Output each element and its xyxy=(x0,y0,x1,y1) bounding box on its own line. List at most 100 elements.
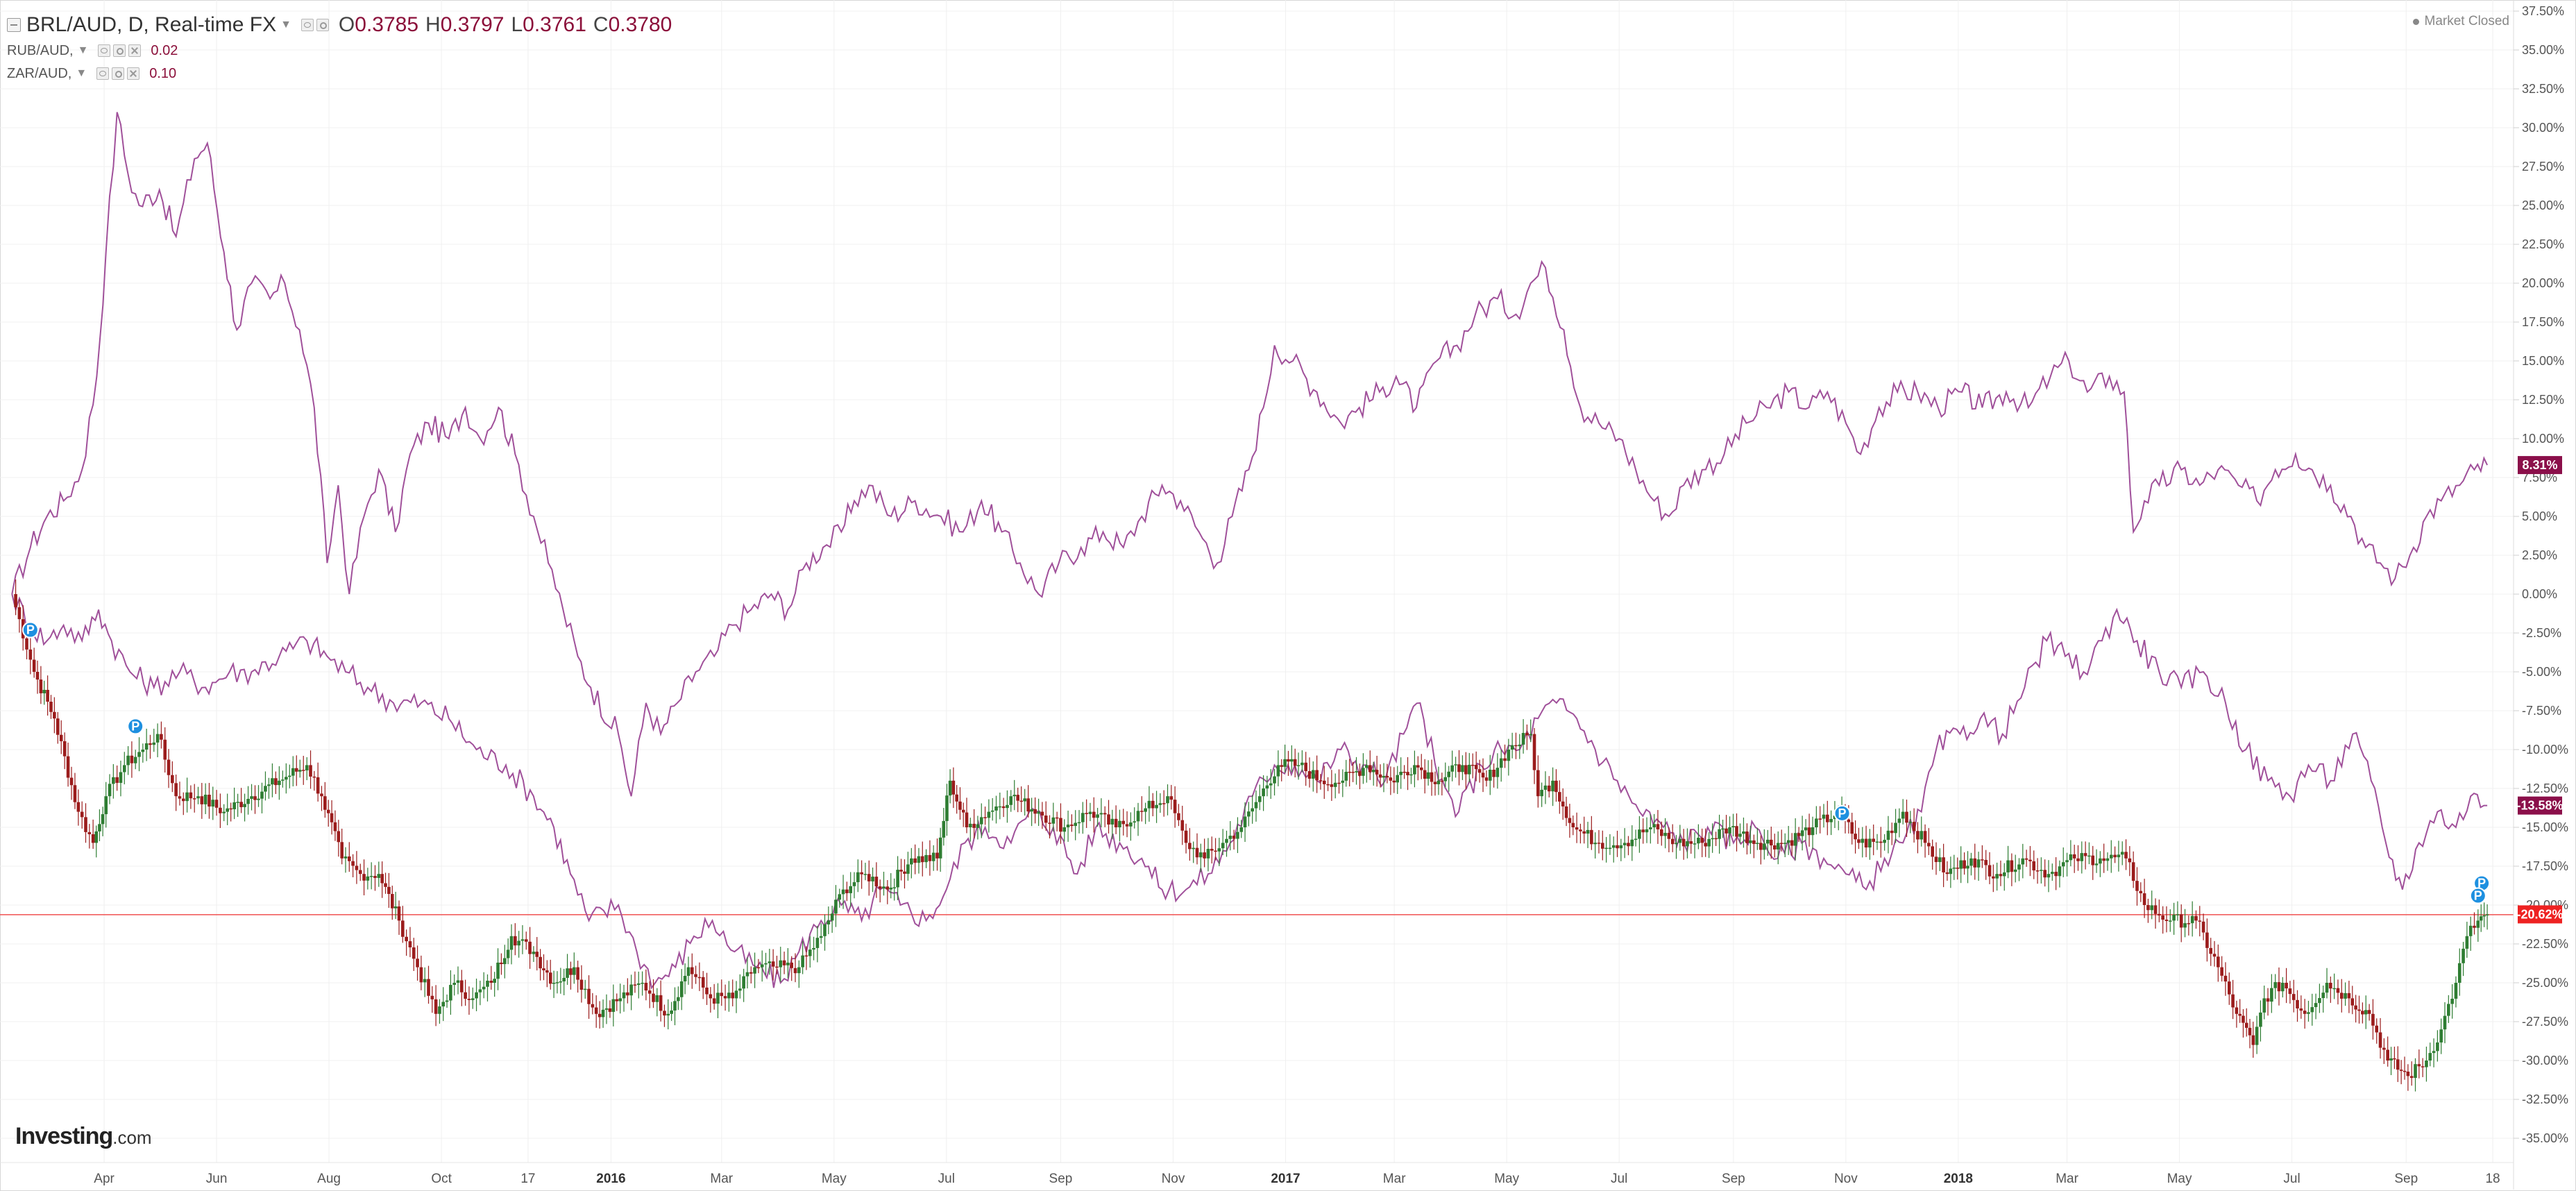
candle-body xyxy=(460,980,464,992)
candle-body xyxy=(2476,920,2480,928)
candle-body xyxy=(2277,982,2281,992)
last-value-badge-label: -13.58% xyxy=(2516,799,2563,813)
candle-body xyxy=(1337,782,1341,784)
candle-body xyxy=(2436,1042,2439,1051)
gear-icon[interactable] xyxy=(316,19,329,31)
candle-body xyxy=(2006,860,2010,872)
candle-body xyxy=(2439,1029,2443,1042)
candle-body xyxy=(2010,860,2014,872)
candle-body xyxy=(1419,767,1423,770)
compare-symbol-rub[interactable]: RUB/AUD, xyxy=(7,42,74,58)
candle-body xyxy=(412,947,416,959)
candle-body xyxy=(2061,862,2065,867)
chevron-down-icon[interactable]: ▼ xyxy=(77,44,89,56)
candle-body xyxy=(906,864,910,874)
chevron-down-icon[interactable]: ▼ xyxy=(76,67,87,79)
high-label: H xyxy=(425,13,441,36)
candle-body xyxy=(961,809,965,813)
candle-body xyxy=(1048,822,1051,824)
candle-body xyxy=(1593,843,1597,845)
candle-body xyxy=(1608,847,1612,850)
candle-body xyxy=(1192,847,1195,850)
candle-body xyxy=(1883,840,1886,843)
candle-body xyxy=(2357,1009,2361,1011)
candle-body xyxy=(243,804,246,807)
candle-body xyxy=(181,798,185,802)
candle-body xyxy=(867,874,871,881)
candle-body xyxy=(663,1011,666,1016)
candle-body xyxy=(192,798,196,800)
candle-body xyxy=(1901,811,1905,819)
candle-body xyxy=(2396,1059,2400,1070)
candle-body xyxy=(1293,759,1297,766)
candle-body xyxy=(1616,845,1619,849)
y-tick-label: -17.50% xyxy=(2522,859,2568,873)
candle-body xyxy=(445,1000,449,1002)
event-marker-label: P xyxy=(26,623,35,637)
collapse-icon[interactable] xyxy=(7,18,21,32)
candle-body xyxy=(98,824,101,831)
candle-body xyxy=(112,777,115,784)
gear-icon[interactable] xyxy=(113,44,126,57)
y-tick-label: 35.00% xyxy=(2522,43,2564,57)
candle-body xyxy=(709,994,713,999)
candle-body xyxy=(1423,770,1427,779)
eye-icon[interactable] xyxy=(300,19,314,31)
candle-body xyxy=(1793,833,1797,846)
candle-body xyxy=(2307,1012,2310,1014)
candle-body xyxy=(2285,983,2288,989)
candle-body xyxy=(2386,1049,2389,1061)
compare-symbol-zar[interactable]: ZAR/AUD, xyxy=(7,65,72,81)
x-tick-label: 17 xyxy=(520,1172,535,1186)
eye-icon[interactable] xyxy=(98,44,111,57)
candle-body xyxy=(697,977,702,979)
event-marker-label: P xyxy=(131,719,139,733)
candle-body xyxy=(1019,800,1023,802)
candle-body xyxy=(1088,811,1092,814)
candle-body xyxy=(742,976,745,989)
close-icon[interactable] xyxy=(128,44,142,57)
candle-body xyxy=(1973,858,1977,868)
candle-body xyxy=(2450,998,2454,1004)
candle-body xyxy=(1382,775,1386,778)
eye-icon[interactable] xyxy=(96,67,110,80)
candle-body xyxy=(2273,982,2277,988)
grid-layer xyxy=(0,0,2514,1163)
chevron-down-icon[interactable]: ▼ xyxy=(280,19,291,31)
candle-body xyxy=(1326,784,1330,786)
candle-body xyxy=(1992,876,1995,879)
candle-body xyxy=(2054,872,2058,877)
candle-body xyxy=(1319,780,1323,782)
candle-body xyxy=(1110,818,1115,825)
candle-body xyxy=(1348,771,1351,773)
candle-body xyxy=(786,962,790,965)
candle-body xyxy=(815,938,820,948)
candle-body xyxy=(990,810,994,812)
candle-body xyxy=(2220,967,2223,976)
candle-body xyxy=(1804,827,1808,831)
y-tick-label: -22.50% xyxy=(2522,937,2568,951)
candle-body xyxy=(355,865,359,870)
candle-body xyxy=(1287,759,1290,762)
candle-body xyxy=(405,936,408,942)
candle-body xyxy=(1725,828,1728,834)
compare-series-line xyxy=(11,593,2488,990)
close-icon[interactable] xyxy=(127,67,140,80)
candle-body xyxy=(1239,827,1244,832)
candle-body xyxy=(126,755,130,766)
investing-logo[interactable]: Investing.com xyxy=(15,1123,152,1150)
x-tick-label: Sep xyxy=(1722,1172,1745,1186)
candle-body xyxy=(397,906,401,921)
candle-body xyxy=(1529,734,1533,736)
candle-body xyxy=(1495,768,1500,777)
main-symbol-title[interactable]: BRL/AUD, D, Real-time FX xyxy=(26,13,277,36)
candle-body xyxy=(369,876,373,877)
candle-body xyxy=(629,984,633,996)
low-label: L xyxy=(511,13,523,36)
candle-body xyxy=(611,999,616,1012)
candle-body xyxy=(94,831,99,843)
candle-body xyxy=(1931,846,1934,857)
candle-body xyxy=(174,783,178,797)
gear-icon[interactable] xyxy=(112,67,125,80)
